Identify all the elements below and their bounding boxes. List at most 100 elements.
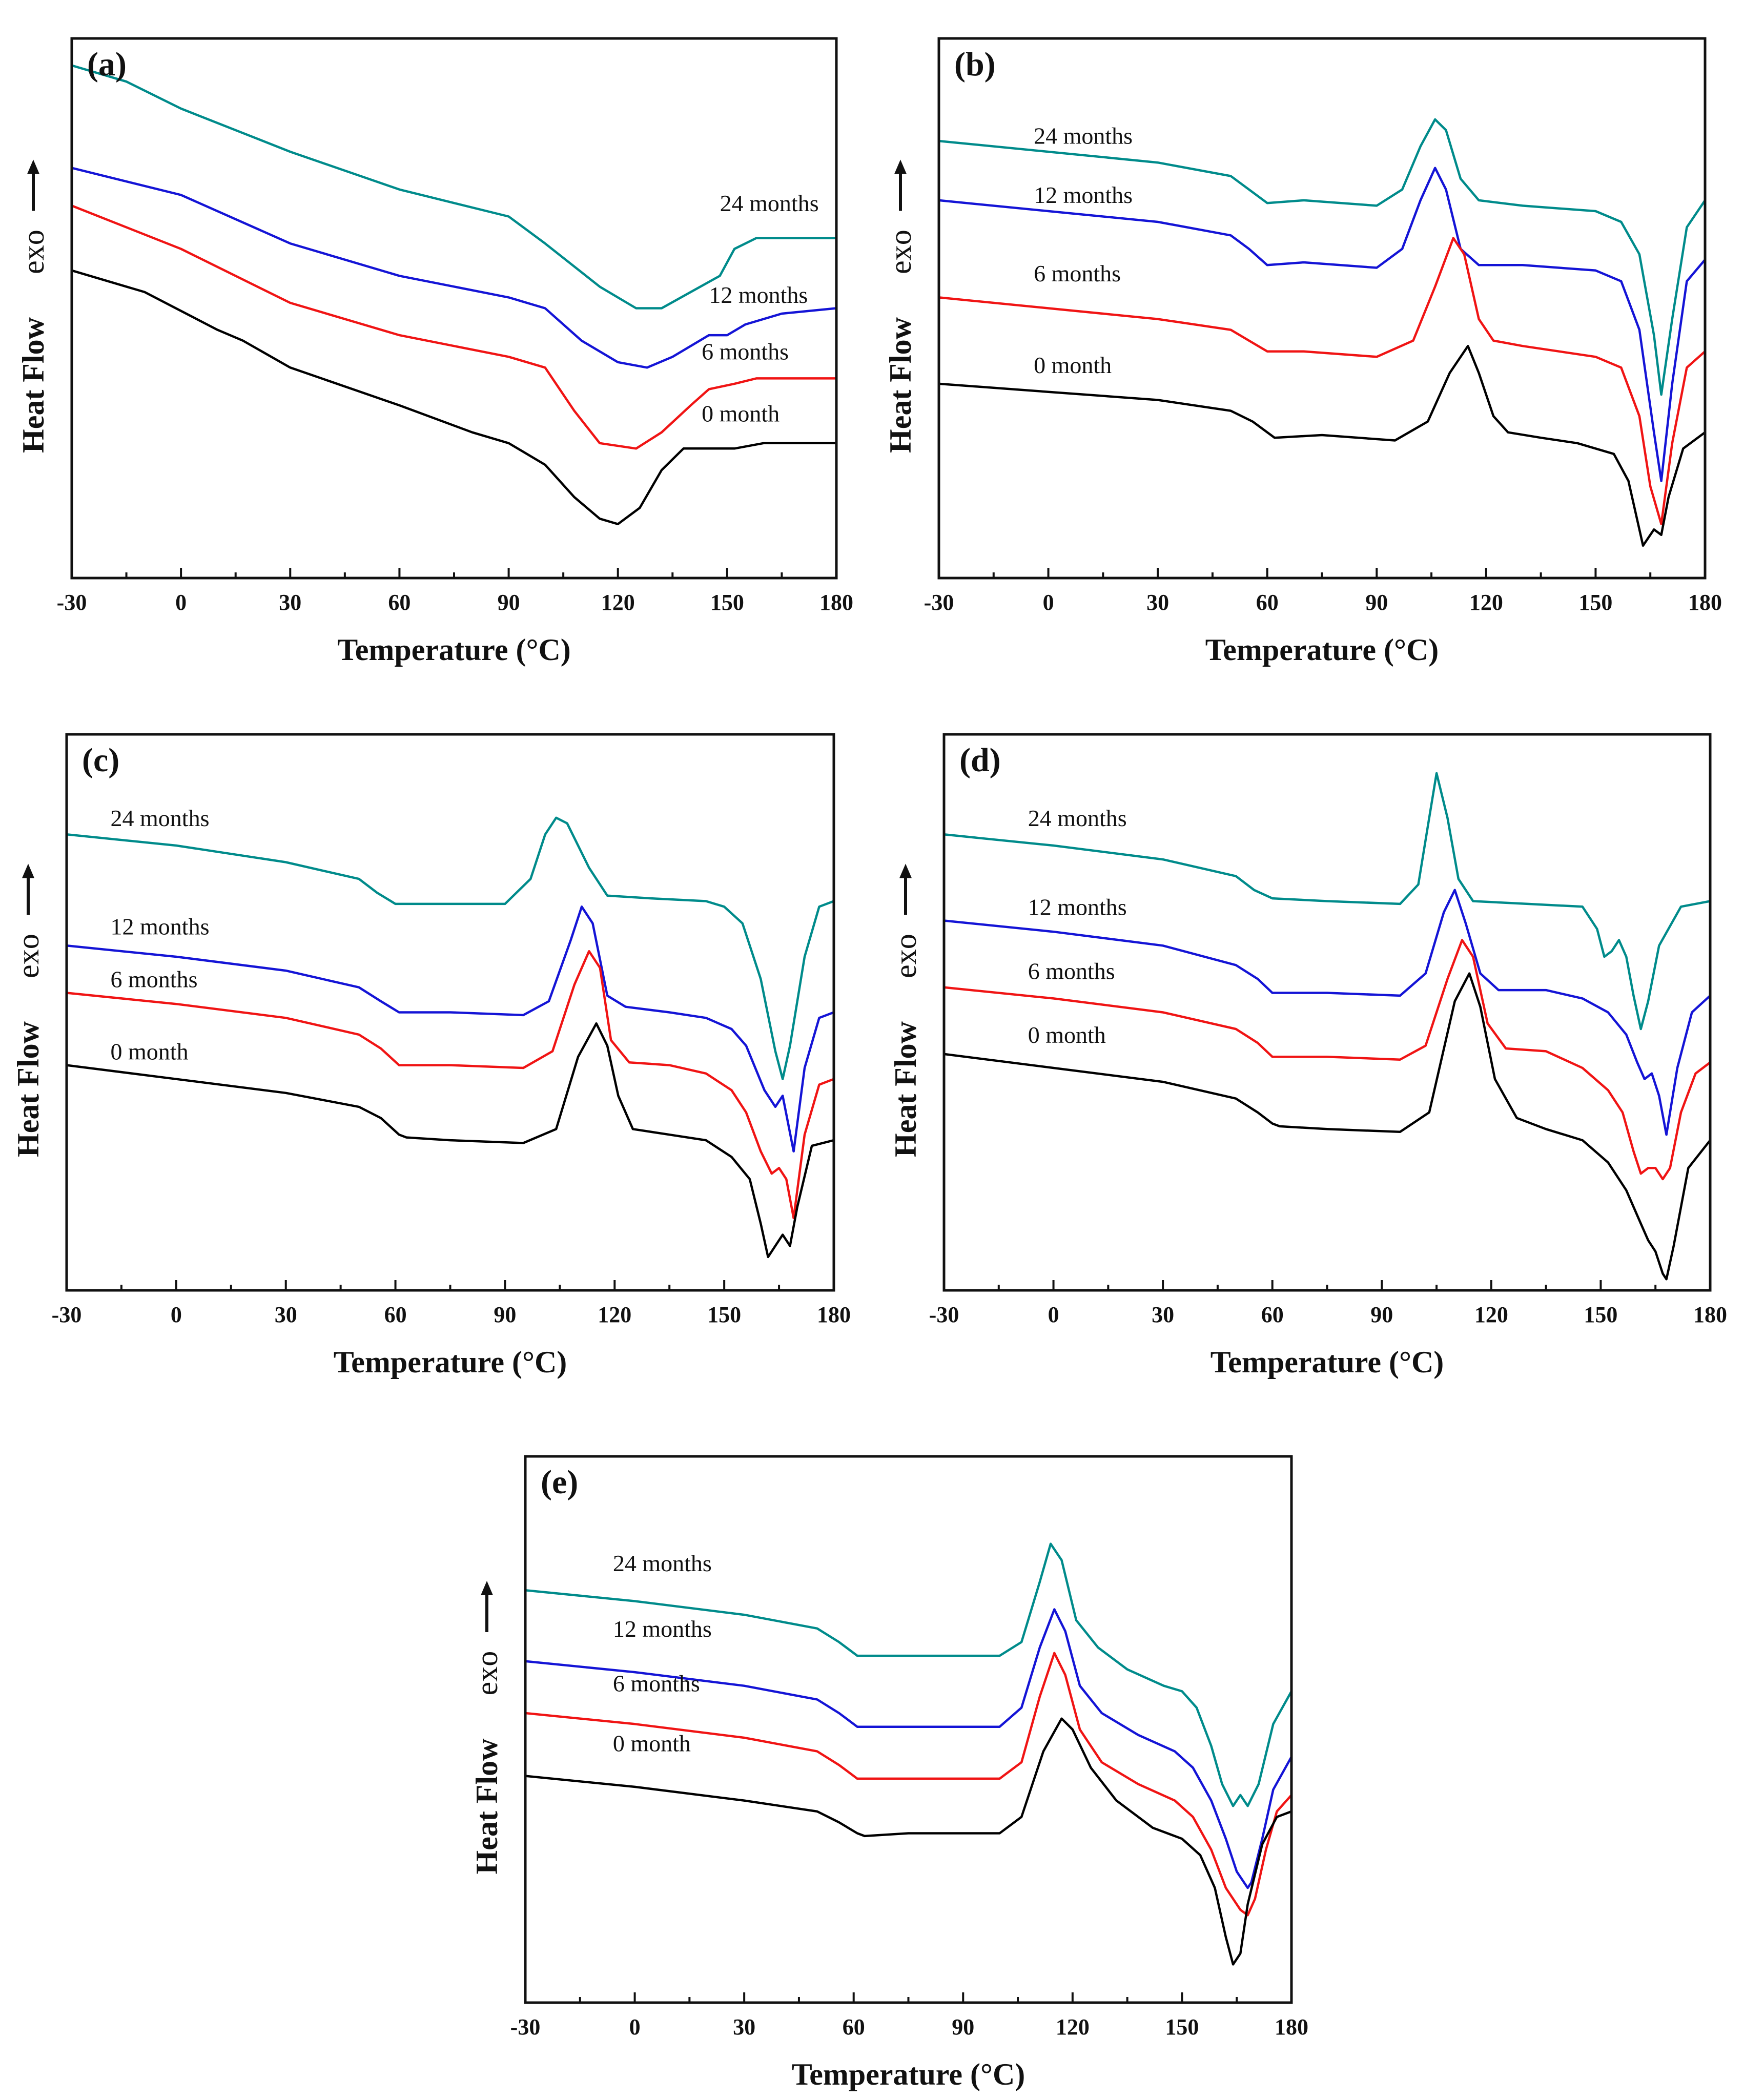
x-tick-label: 30 xyxy=(733,2014,755,2040)
series-label-0-month: 0 month xyxy=(111,1039,189,1065)
y-axis-title: Heat Flow exo xyxy=(470,1581,504,1874)
series-line-6-months xyxy=(65,950,835,1220)
x-tick-label: 60 xyxy=(1261,1302,1284,1327)
series-label-24-months: 24 months xyxy=(111,805,210,831)
x-tick-label: 60 xyxy=(843,2014,865,2040)
x-tick-label: 30 xyxy=(275,1302,297,1327)
y-axis-title-text: Heat Flow xyxy=(11,1021,45,1157)
x-tick-label: 180 xyxy=(817,1302,851,1327)
y-axis-exo-label: exo xyxy=(889,934,922,978)
x-tick-label: 90 xyxy=(952,2014,974,2040)
series-label-6-months: 6 months xyxy=(1028,958,1115,984)
x-tick-label: -30 xyxy=(929,1302,959,1327)
y-axis-exo-label: exo xyxy=(884,230,917,274)
x-tick-label: 120 xyxy=(1469,590,1503,615)
y-axis-title: Heat Flow exo xyxy=(16,159,50,453)
x-axis-title: Temperature (°C) xyxy=(334,1345,567,1379)
x-tick-label: 60 xyxy=(1256,590,1279,615)
series-label-12-months: 12 months xyxy=(1028,894,1127,920)
plot-frame xyxy=(70,37,838,580)
x-tick-label: 0 xyxy=(171,1302,182,1327)
series-label-6-months: 6 months xyxy=(702,339,789,365)
series-line-6-months xyxy=(70,204,838,450)
x-tick-label: 30 xyxy=(1146,590,1169,615)
series-line-6-months xyxy=(942,939,1712,1181)
series-label-24-months: 24 months xyxy=(1028,805,1127,831)
x-tick-label: 180 xyxy=(1688,590,1722,615)
x-tick-label: 150 xyxy=(1578,590,1612,615)
x-tick-label: 0 xyxy=(1048,1302,1059,1327)
x-tick-label: 60 xyxy=(388,590,411,615)
x-tick-label: -30 xyxy=(52,1302,82,1327)
series-line-0-month xyxy=(65,1022,835,1259)
series-line-0-month xyxy=(524,1717,1293,1966)
panel-label: (e) xyxy=(541,1464,578,1501)
x-axis-title: Temperature (°C) xyxy=(1205,633,1439,667)
x-tick-label: 180 xyxy=(1275,2014,1308,2040)
series-label-6-months: 6 months xyxy=(1034,260,1121,286)
x-tick-label: 120 xyxy=(1474,1302,1508,1327)
panel-e: -30 0 30 60 90 120 150 180 24 months 12 months 6 m… xyxy=(470,1455,1308,2091)
x-axis-title: Temperature (°C) xyxy=(1210,1345,1444,1379)
exo-arrow-icon xyxy=(27,159,39,174)
x-tick-label: 150 xyxy=(707,1302,741,1327)
series-label-6-months: 6 months xyxy=(111,966,198,993)
exo-arrow-icon xyxy=(481,1581,493,1595)
series-line-0-month xyxy=(937,344,1707,547)
panel-label: (a) xyxy=(87,46,127,83)
series-line-24-months xyxy=(942,772,1712,1031)
y-axis-title-text: Heat Flow xyxy=(470,1738,504,1875)
y-axis-exo-label: exo xyxy=(470,1651,504,1696)
panel-d: -30 0 30 60 90 120 150 180 24 months 12 months 6 m… xyxy=(889,733,1727,1379)
y-axis-title: Heat Flow exo xyxy=(884,159,917,453)
x-tick-label: -30 xyxy=(510,2014,541,2040)
series-label-0-month: 0 month xyxy=(702,401,779,427)
panel-label: (b) xyxy=(954,46,996,83)
y-axis-exo-label: exo xyxy=(11,934,45,978)
series-label-24-months: 24 months xyxy=(613,1550,712,1576)
x-axis-title: Temperature (°C) xyxy=(337,633,571,667)
series-label-6-months: 6 months xyxy=(613,1670,700,1696)
x-tick-label: 180 xyxy=(1693,1302,1727,1327)
x-tick-label: -30 xyxy=(924,590,954,615)
x-tick-label: 90 xyxy=(498,590,520,615)
series-line-24-months xyxy=(65,816,835,1080)
y-axis-title: Heat Flow exo xyxy=(11,863,45,1157)
series-label-12-months: 12 months xyxy=(709,282,808,308)
series-line-12-months xyxy=(65,905,835,1153)
series-line-0-month xyxy=(70,269,838,525)
x-tick-label: 150 xyxy=(710,590,744,615)
series-line-12-months xyxy=(70,167,838,369)
x-tick-label: 60 xyxy=(384,1302,407,1327)
series-label-0-month: 0 month xyxy=(1028,1022,1106,1048)
x-tick-label: 120 xyxy=(1056,2014,1090,2040)
y-axis-title-text: Heat Flow xyxy=(884,317,917,453)
y-axis-title: Heat Flow exo xyxy=(889,863,922,1157)
x-tick-label: 90 xyxy=(494,1302,516,1327)
panel-a: -30 0 30 60 90 120 150 180 24 months 12 months 6 m… xyxy=(16,37,853,667)
series-line-12-months xyxy=(524,1608,1293,1889)
x-tick-label: 0 xyxy=(1043,590,1054,615)
x-axis-title: Temperature (°C) xyxy=(792,2057,1025,2091)
series-line-12-months xyxy=(937,167,1707,482)
series-label-12-months: 12 months xyxy=(613,1616,712,1642)
x-tick-label: 30 xyxy=(279,590,301,615)
y-axis-title-text: Heat Flow xyxy=(889,1021,922,1157)
exo-arrow-icon xyxy=(894,159,907,174)
series-line-24-months xyxy=(937,118,1707,396)
x-tick-label: 90 xyxy=(1370,1302,1393,1327)
series-line-6-months xyxy=(524,1652,1293,1917)
x-tick-label: 90 xyxy=(1365,590,1388,615)
exo-arrow-icon xyxy=(899,863,912,878)
panel-label: (d) xyxy=(959,742,1001,779)
x-tick-label: 120 xyxy=(601,590,635,615)
series-label-12-months: 12 months xyxy=(1034,182,1133,208)
series-label-12-months: 12 months xyxy=(111,914,210,940)
x-tick-label: 30 xyxy=(1152,1302,1174,1327)
x-tick-label: 120 xyxy=(598,1302,631,1327)
series-line-0-month xyxy=(942,972,1712,1281)
series-label-24-months: 24 months xyxy=(1034,122,1133,149)
x-tick-label: 0 xyxy=(629,2014,641,2040)
panel-label: (c) xyxy=(82,742,119,779)
